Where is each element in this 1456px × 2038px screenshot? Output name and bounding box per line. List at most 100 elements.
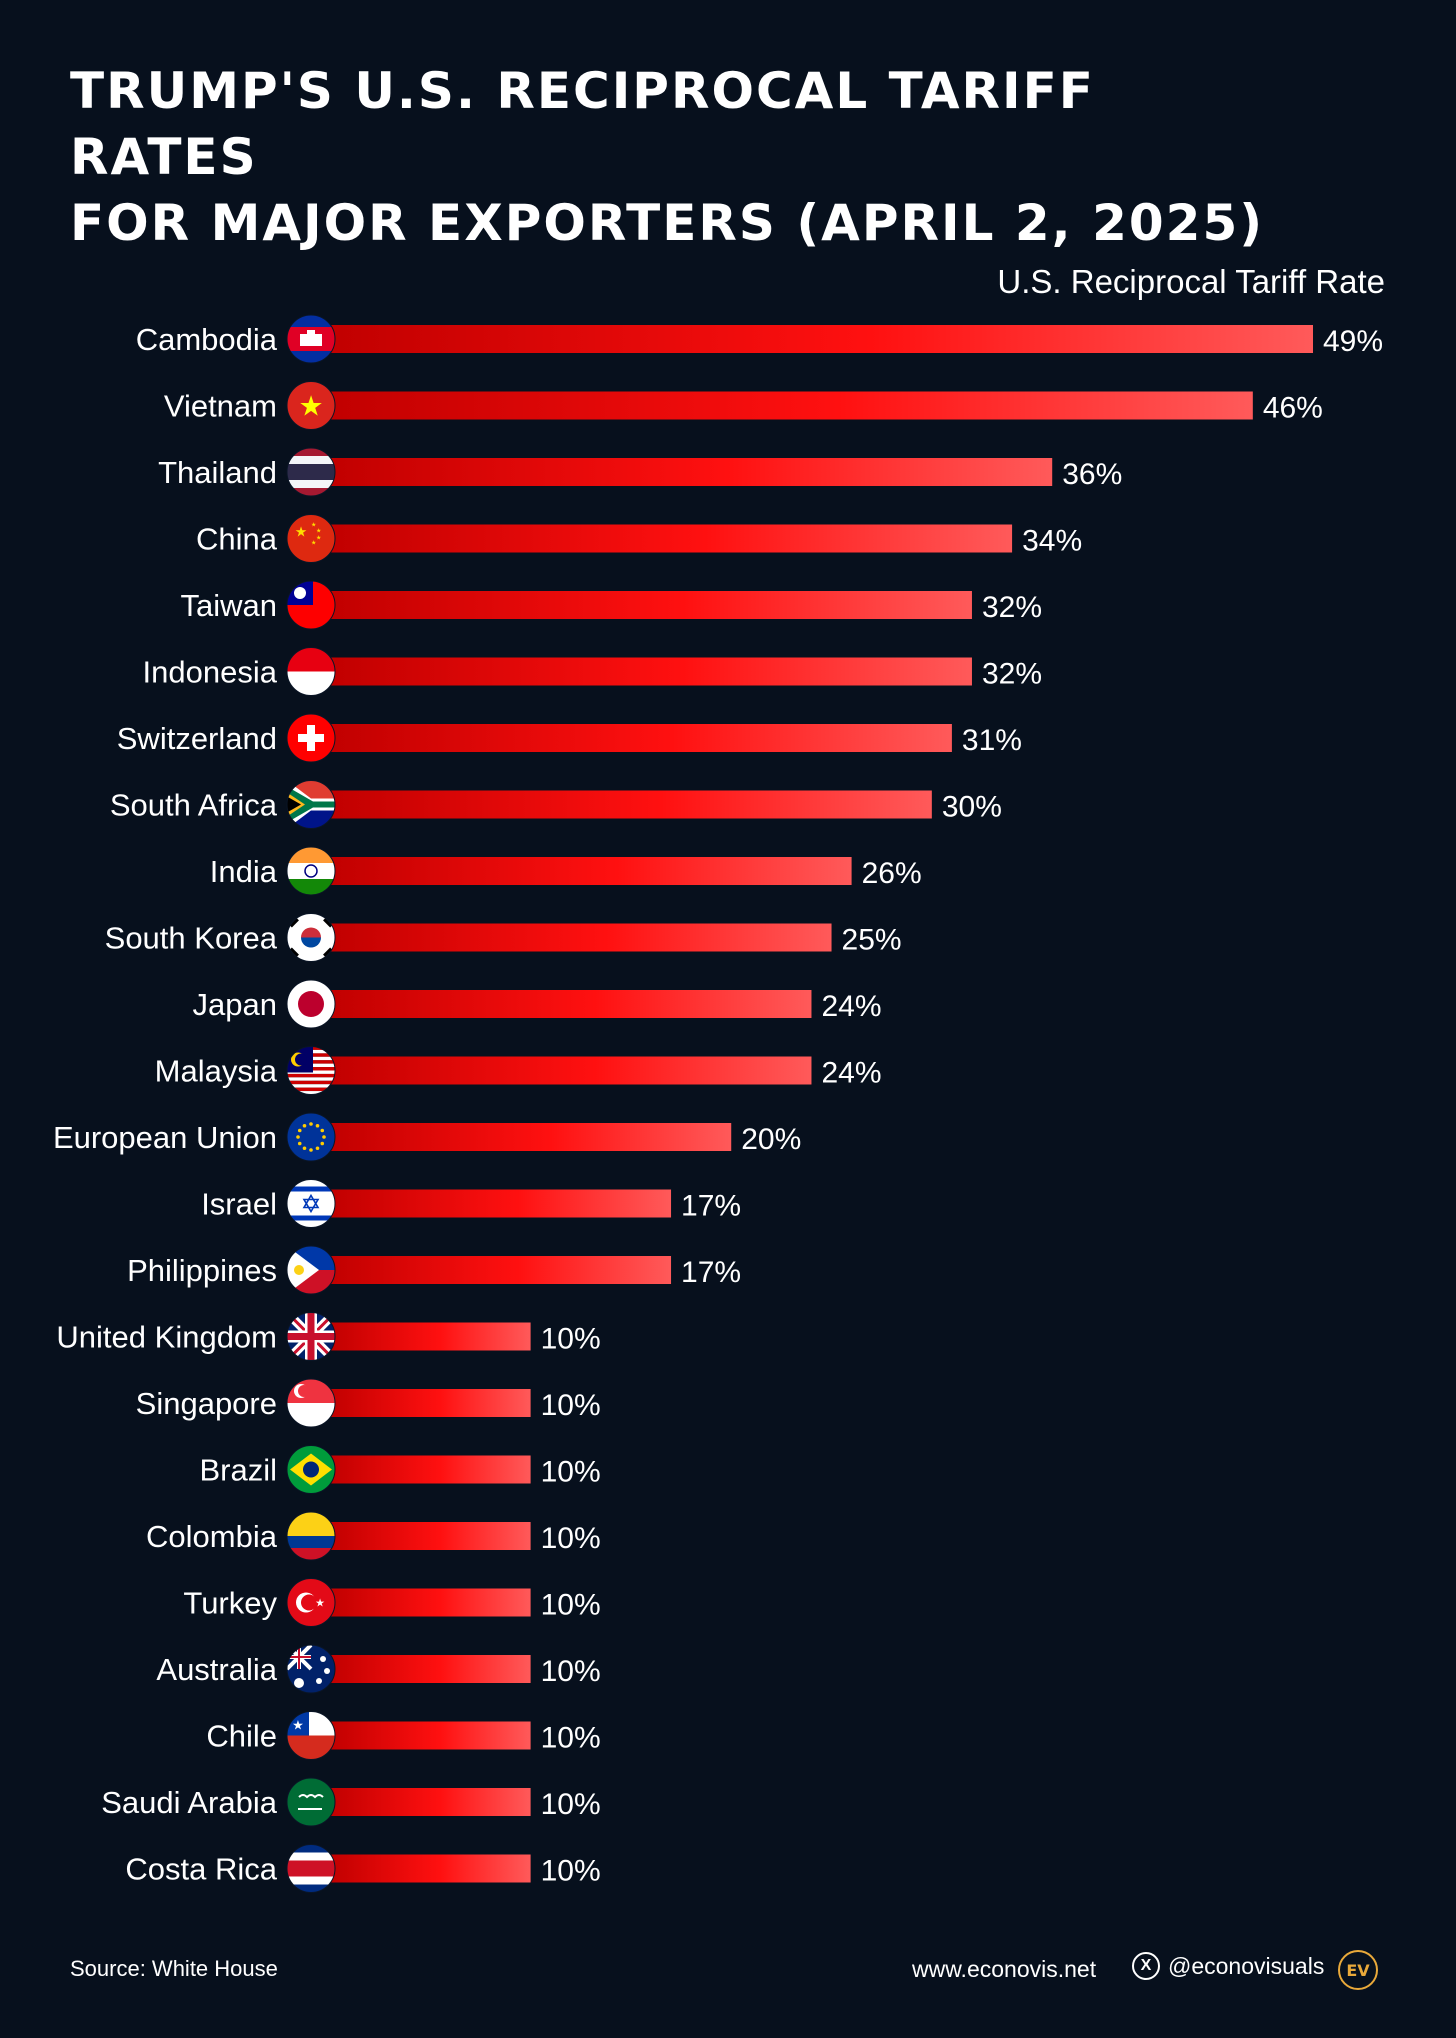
colombia-flag-icon xyxy=(286,1511,336,1561)
value-label: 20% xyxy=(741,1123,801,1156)
bar-row-singapore: Singapore 10% xyxy=(136,1378,601,1428)
japan-flag-icon xyxy=(286,979,336,1029)
category-label: Japan xyxy=(193,987,277,1022)
value-label: 49% xyxy=(1323,325,1383,358)
social-handle-text: @econovisuals xyxy=(1168,1952,1325,1979)
chart-title: TRUMP'S U.S. RECIPROCAL TARIFF RATES FOR… xyxy=(70,58,1270,256)
bar-row-australia: Australia 10% xyxy=(156,1644,601,1694)
category-label: Brazil xyxy=(199,1453,277,1488)
bar-row-malaysia: Malaysia 24% xyxy=(155,1046,882,1095)
value-label: 30% xyxy=(942,791,1002,824)
bar-row-taiwan: Taiwan 32% xyxy=(181,580,1042,630)
category-label: Singapore xyxy=(136,1386,277,1421)
svg-text:★: ★ xyxy=(311,540,316,547)
value-label: 32% xyxy=(982,658,1042,691)
source-note: Source: White House xyxy=(70,1956,278,1981)
bar-row-united-kingdom: United Kingdom 10% xyxy=(56,1312,601,1361)
philippines-flag-icon xyxy=(286,1245,336,1295)
bar-row-india: India 26% xyxy=(210,846,922,896)
value-label: 26% xyxy=(862,857,922,890)
category-label: Cambodia xyxy=(136,322,278,357)
value-label: 31% xyxy=(962,724,1022,757)
bar xyxy=(330,325,1313,353)
india-flag-icon xyxy=(286,846,336,896)
website-link[interactable]: www.econovis.net xyxy=(912,1956,1097,1982)
svg-text:★: ★ xyxy=(315,1597,325,1610)
bar-row-south-africa: South Africa 30% xyxy=(110,780,1002,829)
bar xyxy=(330,1189,672,1218)
bar-row-switzerland: Switzerland 31% xyxy=(117,713,1022,763)
bar xyxy=(330,724,952,752)
category-label: Costa Rica xyxy=(125,1852,277,1887)
bar xyxy=(330,1522,531,1550)
bar xyxy=(330,657,972,686)
bar-row-turkey: Turkey 10% ★ xyxy=(183,1578,601,1627)
switzerland-flag-icon xyxy=(286,713,336,763)
malaysia-flag-icon xyxy=(286,1046,336,1095)
svg-text:★: ★ xyxy=(316,535,321,542)
category-label: China xyxy=(196,522,278,557)
bar-row-colombia: Colombia 10% xyxy=(146,1511,601,1561)
category-label: Chile xyxy=(206,1719,277,1754)
bar-row-japan: Japan 24% xyxy=(193,979,882,1029)
taiwan-flag-icon xyxy=(286,580,336,630)
svg-text:★: ★ xyxy=(295,525,308,541)
value-label: 10% xyxy=(541,1323,601,1356)
uk-flag-icon xyxy=(286,1312,336,1361)
social-handle[interactable]: X @econovisuals xyxy=(1132,1952,1324,1980)
value-label: 10% xyxy=(541,1522,601,1555)
category-label: Colombia xyxy=(146,1519,278,1554)
value-label: 24% xyxy=(821,1057,881,1090)
bar-row-israel: Israel 17% xyxy=(201,1179,741,1228)
bar xyxy=(330,1721,531,1750)
bar xyxy=(330,1389,531,1417)
south-africa-flag-icon xyxy=(286,780,336,829)
bar xyxy=(330,1655,531,1683)
bar-row-philippines: Philippines 17% xyxy=(127,1245,741,1295)
bar xyxy=(330,857,852,885)
category-label: Taiwan xyxy=(181,588,278,623)
bar xyxy=(330,458,1053,486)
bar xyxy=(330,1788,531,1816)
category-label: Thailand xyxy=(158,455,277,490)
bar-row-vietnam: Vietnam 46% ★ xyxy=(164,381,1323,430)
category-label: Australia xyxy=(156,1652,277,1687)
bar xyxy=(330,990,812,1018)
svg-text:★: ★ xyxy=(311,522,316,529)
saudi-arabia-flag-icon xyxy=(286,1777,336,1827)
category-label: South Africa xyxy=(110,788,278,823)
value-label: 36% xyxy=(1062,458,1122,491)
vietnam-flag-icon: ★ xyxy=(286,381,336,430)
bar xyxy=(330,1322,531,1351)
category-label: Vietnam xyxy=(164,389,277,424)
bar xyxy=(330,1854,531,1883)
chart-title-line-2: FOR MAJOR EXPORTERS (APRIL 2, 2025) xyxy=(70,194,1265,252)
indonesia-flag-icon xyxy=(286,647,336,696)
category-label: Saudi Arabia xyxy=(101,1785,278,1820)
chile-flag-icon: ★ xyxy=(286,1711,336,1760)
bar-row-costa-rica: Costa Rica 10% xyxy=(125,1844,601,1893)
value-label: 25% xyxy=(842,924,902,957)
eu-flag-icon xyxy=(286,1112,336,1162)
category-label: Malaysia xyxy=(155,1054,278,1089)
bar xyxy=(330,1256,672,1284)
svg-text:★: ★ xyxy=(316,528,321,535)
category-label: Switzerland xyxy=(117,721,277,756)
thailand-flag-icon xyxy=(286,447,336,497)
category-label: India xyxy=(210,854,278,889)
turkey-flag-icon: ★ xyxy=(286,1578,336,1627)
x-logo-icon: X xyxy=(1132,1952,1160,1980)
bar-row-brazil: Brazil 10% xyxy=(199,1445,601,1494)
svg-text:★: ★ xyxy=(292,1719,304,1734)
brand-logo: EV xyxy=(1338,1950,1378,1990)
bar-row-saudi-arabia: Saudi Arabia 10% xyxy=(101,1777,601,1827)
svg-text:★: ★ xyxy=(298,390,323,423)
value-label: 10% xyxy=(541,1855,601,1888)
bar-row-cambodia: Cambodia 49% xyxy=(136,314,1383,364)
bar xyxy=(330,923,832,952)
value-label: 10% xyxy=(541,1589,601,1622)
bar xyxy=(330,591,972,619)
category-label: European Union xyxy=(53,1120,277,1155)
brazil-flag-icon xyxy=(286,1445,336,1494)
category-label: Philippines xyxy=(127,1253,277,1288)
